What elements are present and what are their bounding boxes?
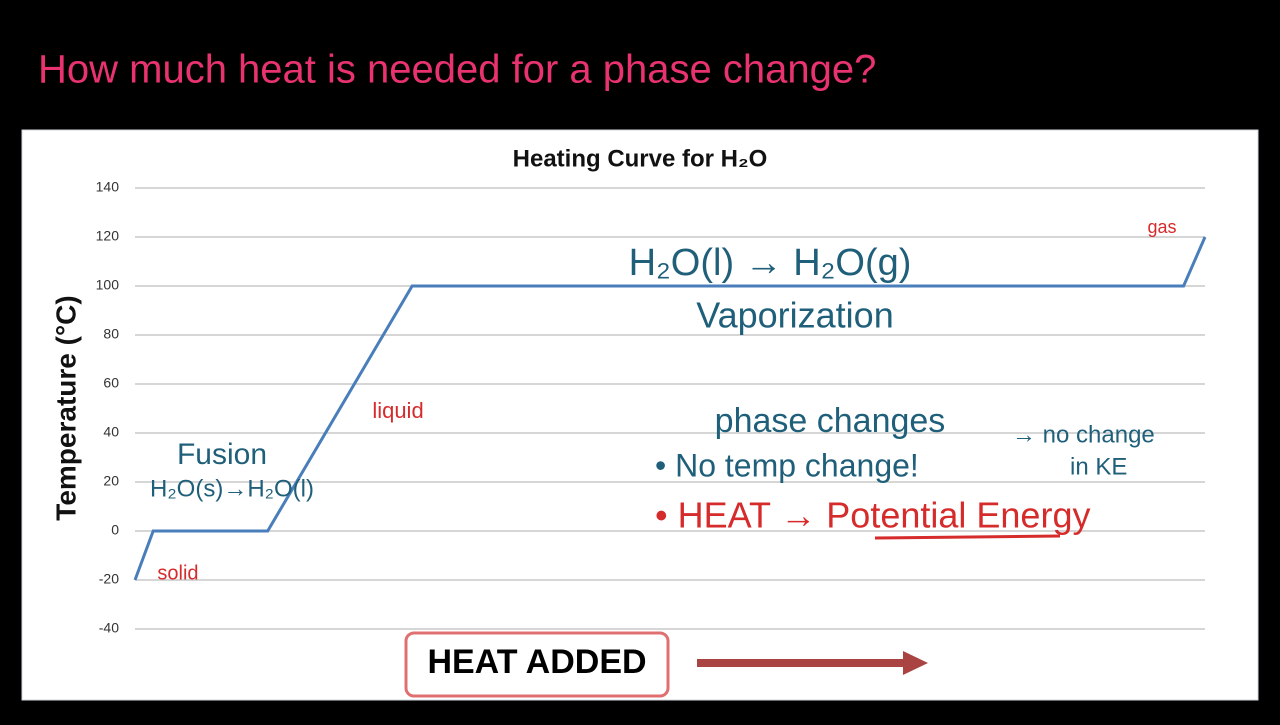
annotation: H₂O(s)→H₂O(l) <box>150 475 314 502</box>
annotation: gas <box>1147 217 1176 237</box>
x-label-box <box>404 631 670 698</box>
y-tick-label: 60 <box>103 375 119 391</box>
heat-arrow-head <box>903 651 928 675</box>
y-tick-label: 140 <box>96 179 120 195</box>
annotation: phase changes <box>715 402 946 440</box>
slide-title: How much heat is needed for a phase chan… <box>38 48 876 92</box>
annotation: Vaporization <box>696 295 893 336</box>
x-axis-label: HEAT ADDED <box>427 643 646 681</box>
underline <box>874 534 1061 540</box>
y-tick-label: 0 <box>111 522 119 538</box>
annotation: solid <box>157 562 198 584</box>
annotation: liquid <box>372 398 423 423</box>
annotation: • No temp change! <box>655 447 919 483</box>
y-tick-label: 100 <box>96 277 120 293</box>
y-tick-label: -40 <box>99 620 119 636</box>
chart-title: Heating Curve for H₂O <box>513 145 768 172</box>
y-tick-label: -20 <box>99 571 119 587</box>
y-tick-label: 20 <box>103 473 119 489</box>
annotation: Fusion <box>177 438 267 471</box>
y-tick-label: 120 <box>96 228 120 244</box>
y-tick-label: 80 <box>103 326 119 342</box>
annotation: → no change <box>1012 421 1155 448</box>
y-tick-label: 40 <box>103 424 119 440</box>
annotation: H₂O(l) → H₂O(g) <box>629 242 912 284</box>
chart-panel <box>21 129 1259 701</box>
y-axis-label: Temperature (°C) <box>50 295 81 520</box>
annotation: • HEAT → Potential Energy <box>655 495 1090 536</box>
annotation: in KE <box>1070 453 1127 480</box>
heating-curve <box>133 236 1207 581</box>
